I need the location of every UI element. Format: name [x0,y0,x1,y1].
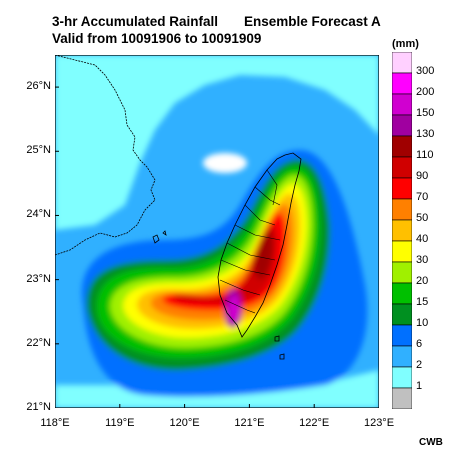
rainfall-map [55,55,379,408]
colorbar-level-label: 30 [416,254,429,266]
map-title: 3-hr Accumulated Rainfall [52,14,219,29]
colorbar-level-label: 10 [416,317,429,329]
colorbar-swatch [392,114,412,137]
colorbar-level-label: 110 [416,149,434,161]
colorbar-swatch [392,240,412,263]
colorbar-level-label: 70 [416,191,429,203]
rain-field-1mm-south [55,370,379,408]
colorbar-level-label: 40 [416,233,429,245]
colorbar-level-label: 50 [416,212,429,224]
lon-tick-label: 119°E [105,417,135,429]
axis-ticks [55,86,379,408]
lat-tick-label: 26°N [26,80,51,93]
colorbar-level-label: 200 [416,86,435,98]
forecast-label: Ensemble Forecast A [244,14,381,29]
penghu-islands [152,230,167,244]
colorbar-level-label: 20 [416,275,429,287]
colorbar-swatch [392,303,412,326]
rain-field-90mm [172,224,278,304]
lat-tick-label: 23°N [26,272,51,285]
orchid-island [279,353,285,360]
china-coastline [55,55,156,256]
lon-tick-label: 123°E [363,417,395,429]
rain-field-150mm [229,295,240,323]
colorbar-level-label: 15 [416,296,429,308]
valid-period: Valid from 10091906 to 10091909 [52,31,262,46]
colorbar-swatch [392,177,412,200]
colorbar [392,52,412,409]
colorbar-level-label: 90 [416,170,429,182]
credit-label: CWB [419,437,443,448]
colorbar-level-label: 6 [416,338,423,350]
colorbar-unit: (mm) [392,38,419,50]
colorbar-swatch [392,93,412,116]
rain-field-none [203,153,247,173]
rain-field-1mm [55,55,379,230]
lon-tick-label: 121°E [234,417,265,429]
lon-tick-label: 122°E [299,417,330,429]
lat-tick-label: 21°N [26,401,51,413]
lon-tick-label: 118°E [40,417,70,429]
colorbar-swatch [392,52,412,74]
colorbar-swatch [392,345,412,368]
colorbar-swatch [392,387,412,409]
colorbar-swatch [392,135,412,158]
colorbar-swatch [392,366,412,389]
colorbar-level-label: 150 [416,107,435,119]
colorbar-level-label: 130 [416,128,435,140]
lat-tick-label: 22°N [26,336,51,349]
colorbar-swatch [392,156,412,179]
colorbar-swatch [392,219,412,242]
colorbar-swatch [392,261,412,284]
colorbar-level-label: 2 [416,359,423,371]
taiwan-coastline [217,152,302,338]
lat-tick-label: 25°N [26,144,51,157]
coastlines [55,55,302,360]
colorbar-swatch [392,282,412,305]
colorbar-swatch [392,324,412,347]
colorbar-swatch [392,72,412,95]
colorbar-level-label: 300 [416,65,435,77]
colorbar-level-label: 1 [416,380,423,392]
rain-field-110mm [254,231,273,280]
county-borders [219,169,281,314]
colorbar-swatch [392,198,412,221]
lat-tick-label: 24°N [26,208,51,221]
lon-tick-label: 120°E [169,417,200,429]
green-island [274,335,280,342]
